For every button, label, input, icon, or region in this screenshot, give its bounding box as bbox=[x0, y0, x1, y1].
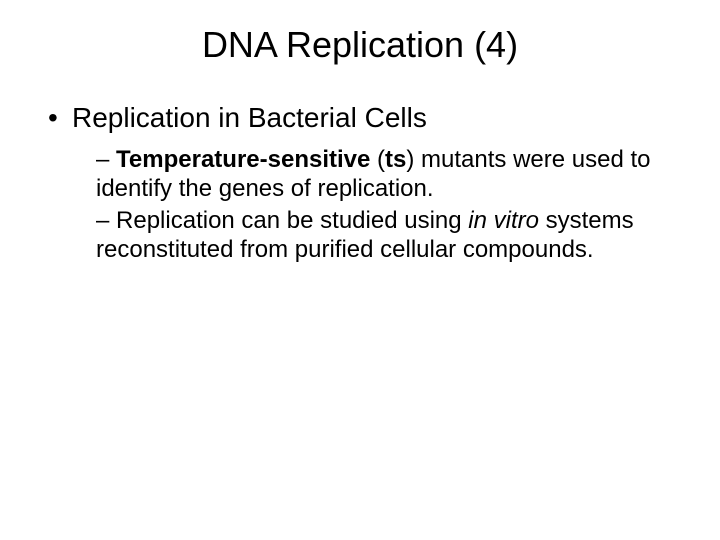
dash-icon: – bbox=[96, 146, 109, 173]
level1-text: Replication in Bacterial Cells bbox=[72, 102, 427, 133]
bullet-level1: •Replication in Bacterial Cells bbox=[48, 100, 720, 135]
item1-ts: ts bbox=[385, 146, 406, 173]
bullet-dot-icon: • bbox=[48, 100, 72, 135]
dash-icon: – bbox=[96, 207, 109, 234]
item1-open: ( bbox=[370, 146, 385, 173]
item2-pre: Replication can be studied using bbox=[116, 207, 468, 234]
slide: DNA Replication (4) •Replication in Bact… bbox=[0, 0, 720, 540]
slide-title: DNA Replication (4) bbox=[0, 24, 720, 66]
item1-bold: Temperature-sensitive bbox=[116, 146, 370, 173]
item2-italic: in vitro bbox=[468, 207, 539, 234]
bullet-level2-item-1: – Temperature-sensitive (ts) mutants wer… bbox=[96, 145, 720, 204]
bullet-level2-item-2: – Replication can be studied using in vi… bbox=[96, 206, 720, 265]
